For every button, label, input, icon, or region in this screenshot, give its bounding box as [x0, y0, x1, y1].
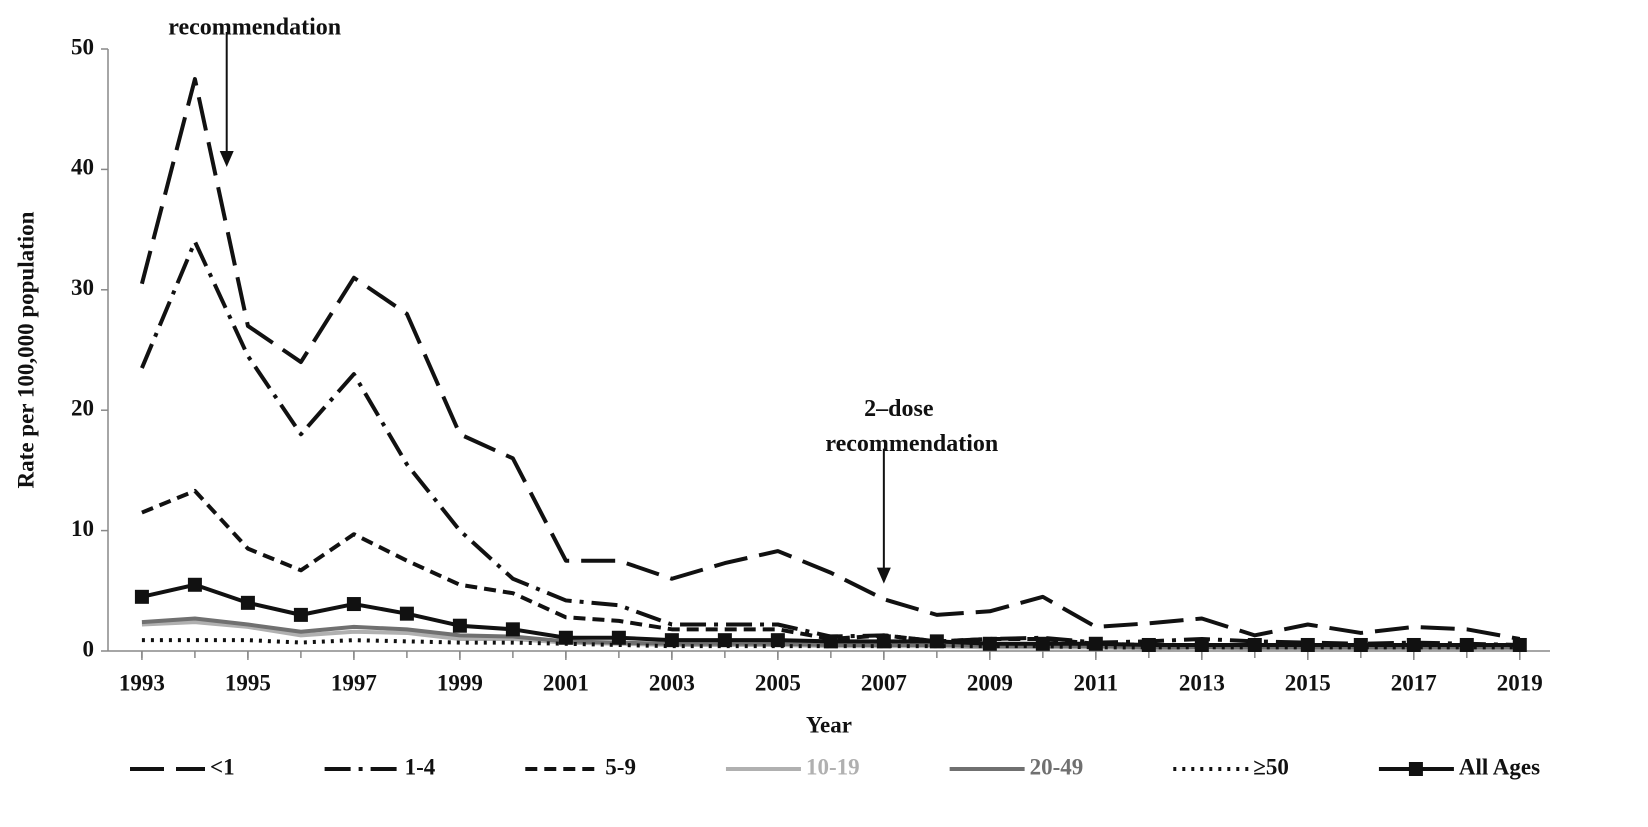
y-tick-label: 30 [71, 275, 94, 300]
series-marker [1088, 636, 1103, 651]
legend-marker [1408, 762, 1423, 776]
annotation-text: recommendation [168, 14, 341, 40]
y-tick-label: 40 [71, 155, 94, 180]
series-marker [664, 633, 679, 648]
y-tick-label: 0 [83, 636, 95, 661]
x-tick-label: 2017 [1391, 670, 1437, 695]
series-marker [1300, 637, 1315, 652]
y-axis-title: Rate per 100,000 population [13, 211, 38, 488]
series-marker [240, 595, 255, 610]
series-marker [982, 636, 997, 651]
x-tick-label: 1997 [331, 670, 377, 695]
annotation-text: 2–dose [864, 396, 934, 422]
x-tick-label: 2003 [649, 670, 695, 695]
annotation-text: recommendation [825, 431, 998, 457]
x-tick-label: 1995 [225, 670, 271, 695]
x-tick-label: 1993 [119, 670, 165, 695]
series-marker [1406, 637, 1421, 652]
series-marker [1194, 637, 1209, 652]
x-tick-label: 2019 [1497, 670, 1543, 695]
series-marker [346, 597, 361, 612]
legend-label: 5-9 [605, 754, 636, 779]
series-marker [452, 618, 467, 633]
x-tick-label: 1999 [437, 670, 483, 695]
legend-label: 20-49 [1030, 754, 1084, 779]
series-marker [770, 633, 785, 648]
x-tick-label: 2015 [1285, 670, 1331, 695]
series-marker [1035, 636, 1050, 651]
series-marker [1512, 637, 1527, 652]
x-axis-title: Year [806, 712, 852, 737]
x-tick-label: 2005 [755, 670, 801, 695]
annotation-arrowhead [876, 567, 891, 584]
series-marker [187, 577, 202, 592]
y-tick-label: 10 [71, 516, 94, 541]
series-marker [876, 634, 891, 649]
legend-label: <1 [210, 754, 235, 779]
annotation-text: 1–dose [207, 0, 277, 6]
series-marker [823, 634, 838, 649]
series-marker [611, 630, 626, 645]
series-marker [929, 634, 944, 649]
x-tick-label: 2009 [967, 670, 1013, 695]
series-marker [134, 589, 149, 604]
legend-label: 1-4 [405, 754, 436, 779]
legend-label: All Ages [1459, 754, 1540, 779]
series-marker [505, 622, 520, 637]
x-tick-label: 2013 [1179, 670, 1225, 695]
series-line [139, 77, 1521, 641]
x-tick-label: 2007 [861, 670, 907, 695]
series-marker [293, 607, 308, 622]
series-marker [558, 630, 573, 645]
legend-label: 10-19 [806, 754, 860, 779]
series-marker [717, 633, 732, 648]
series-line [141, 488, 1520, 649]
x-tick-label: 2001 [543, 670, 589, 695]
y-tick-label: 50 [71, 34, 94, 59]
annotation-arrowhead [219, 150, 234, 167]
series-marker [1141, 637, 1156, 652]
y-tick-label: 20 [71, 395, 94, 420]
series-marker [1459, 637, 1474, 652]
series-marker [399, 606, 414, 621]
series-marker [1353, 637, 1368, 652]
x-tick-label: 2011 [1073, 670, 1118, 695]
series-marker [1247, 637, 1262, 652]
legend-label: ≥50 [1253, 754, 1289, 779]
